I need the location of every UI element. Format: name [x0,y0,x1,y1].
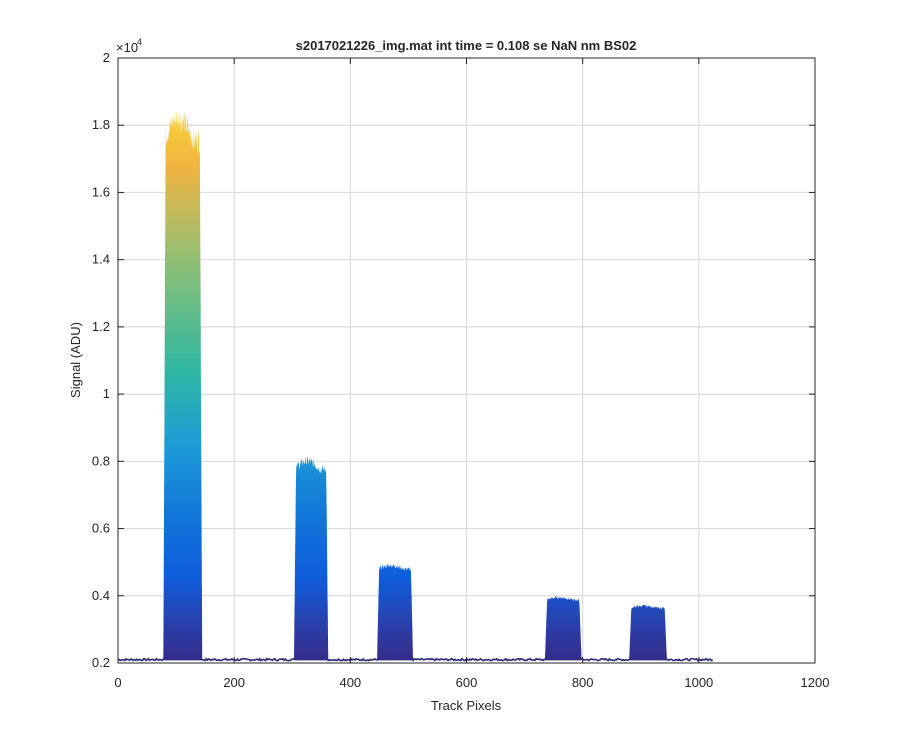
peak-track-3 [377,563,414,660]
peak-track-4 [544,596,582,660]
chart-title: s2017021226_img.mat int time = 0.108 se … [296,38,637,53]
y-tick-label: 1 [103,386,110,401]
y-axis-label: Signal (ADU) [68,322,83,398]
y-tick-label: 2 [103,50,110,65]
baseline-trace [117,657,714,662]
x-tick-label: 200 [223,675,245,690]
y-tick-label: 0.4 [92,588,110,603]
x-ticks: 0 200 400 600 800 1000 1200 [114,58,829,690]
data-series [117,110,714,662]
y-tick-label: 1.2 [92,319,110,334]
x-tick-label: 0 [114,675,121,690]
y-exponent-base: ×10 [116,40,138,55]
y-tick-label: 1.4 [92,252,110,267]
peak-track-1 [163,110,203,660]
y-ticks: 0.2 0.4 0.6 0.8 1 1.2 1.4 1.6 1.8 2 [92,50,815,670]
y-tick-label: 0.6 [92,521,110,536]
y-tick-label: 1.6 [92,184,110,199]
x-tick-label: 1000 [684,675,713,690]
y-exponent-power: 4 [137,37,142,47]
y-tick-label: 0.8 [92,453,110,468]
y-tick-label: 0.2 [92,655,110,670]
grid [118,58,815,663]
y-tick-label: 1.8 [92,117,110,132]
x-tick-label: 800 [572,675,594,690]
x-tick-label: 600 [456,675,478,690]
peak-track-2 [294,456,329,660]
peak-track-5 [629,604,667,660]
x-axis-label: Track Pixels [431,698,502,713]
x-tick-label: 400 [339,675,361,690]
x-tick-label: 1200 [801,675,830,690]
